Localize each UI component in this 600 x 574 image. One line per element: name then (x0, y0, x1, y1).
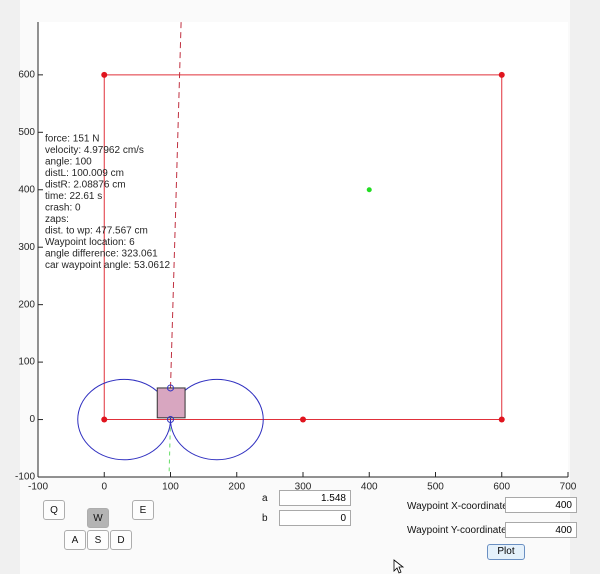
key-d[interactable]: D (110, 530, 132, 550)
info-line: distR: 2.08876 cm (45, 180, 126, 191)
info-line: car waypoint angle: 53.0612 (45, 260, 171, 271)
x-tick-label: 600 (493, 482, 510, 493)
sensor-origin (167, 416, 174, 424)
info-line: angle: 100 (45, 157, 92, 168)
x-tick-label: -100 (28, 482, 48, 493)
info-line: zaps: (45, 214, 69, 225)
b-input[interactable]: 0 (279, 510, 351, 526)
target-point (366, 187, 372, 193)
wy-input[interactable]: 400 (505, 522, 577, 538)
x-tick-label: 400 (361, 482, 378, 493)
y-tick-label: 100 (18, 357, 35, 368)
y-tick-label: 500 (18, 127, 35, 138)
x-tick-label: 300 (295, 482, 312, 493)
car (156, 387, 186, 419)
sensor-line (168, 419, 171, 472)
waypoint (498, 71, 505, 78)
turn-circle (170, 378, 264, 461)
key-e[interactable]: E (132, 500, 154, 520)
x-tick-label: 100 (162, 482, 179, 493)
waypoint (300, 416, 306, 423)
b-label: b (262, 513, 268, 524)
sensor-origin (167, 384, 174, 392)
info-line: velocity: 4.97962 cm/s (45, 145, 144, 156)
info-line: force: 151 N (45, 134, 99, 145)
waypoint (101, 71, 108, 78)
wx-input[interactable]: 400 (505, 497, 577, 513)
y-tick-label: 0 (29, 414, 35, 425)
x-tick-label: 700 (560, 482, 577, 493)
info-line: crash: 0 (45, 203, 81, 214)
key-q[interactable]: Q (43, 500, 65, 520)
a-input[interactable]: 1.548 (279, 490, 351, 506)
axes: -100 0 100 200 300 400 500 600 700 -100 0 100 200 300… (15, 21, 577, 493)
waypoint (101, 416, 108, 423)
y-tick-label: 200 (18, 299, 35, 310)
wx-label: Waypoint X-coordinate (407, 501, 508, 512)
info-line: angle difference: 323.061 (45, 249, 158, 260)
a-label: a (262, 493, 268, 504)
y-tick-label: 600 (18, 69, 35, 80)
wy-label: Waypoint Y-coordinate (407, 525, 507, 536)
key-a[interactable]: A (64, 530, 86, 550)
plot-button[interactable]: Plot (487, 544, 525, 560)
x-tick-label: 200 (228, 482, 245, 493)
y-tick-label: 400 (18, 184, 35, 195)
key-s[interactable]: S (87, 530, 109, 550)
waypoint (498, 416, 505, 423)
x-tick-label: 500 (427, 482, 444, 493)
info-line: dist. to wp: 477.567 cm (45, 226, 148, 237)
key-w[interactable]: W (87, 508, 109, 528)
info-line: distL: 100.009 cm (45, 168, 124, 179)
y-tick-label: 300 (18, 242, 35, 253)
info-line: time: 22.61 s (45, 191, 102, 202)
plot-area (38, 22, 568, 477)
x-tick-label: 0 (101, 482, 107, 493)
heading-line (170, 21, 182, 388)
y-tick-label: -100 (15, 472, 35, 483)
info-line: Waypoint location: 6 (45, 237, 135, 248)
